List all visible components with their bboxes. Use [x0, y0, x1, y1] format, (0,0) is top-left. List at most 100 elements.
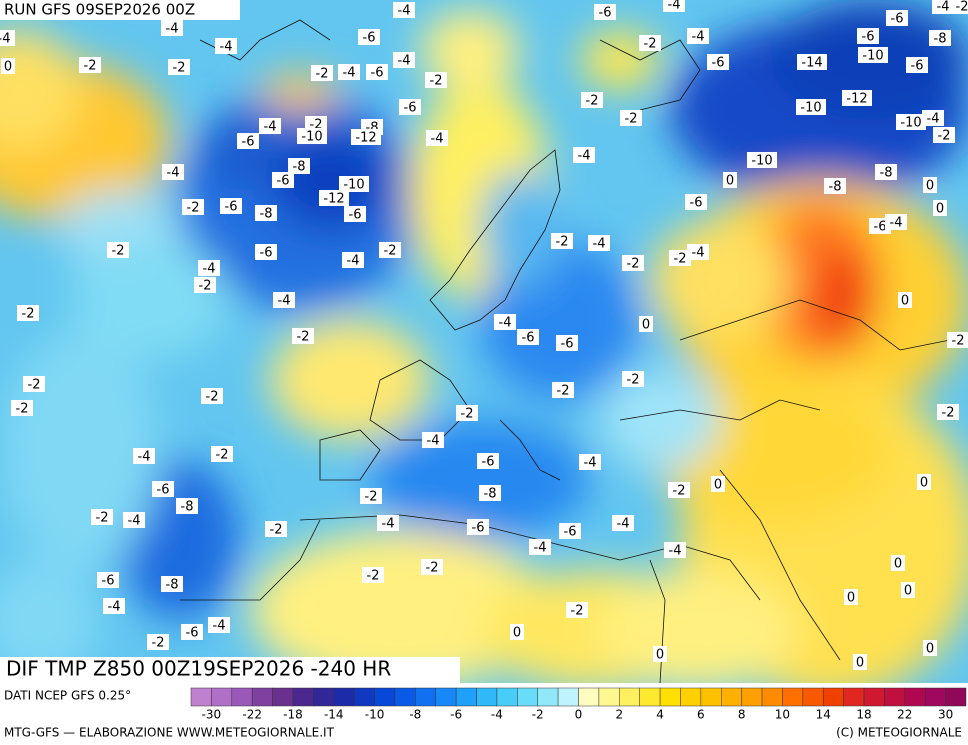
contour-label-box [842, 90, 872, 106]
contour-label: -4 [167, 166, 180, 181]
colorbar: -30 -22 -18 -14 -10 -8 -6 -4 -2 0 2 4 6 8 10 14 18 22 30 [190, 687, 967, 722]
contour-label: -6 [225, 200, 238, 215]
colorbar-label: 0 [575, 708, 583, 722]
contour-label: -8 [293, 160, 306, 175]
contour-label: -4 [264, 120, 277, 135]
contour-label-box [255, 205, 277, 221]
contour-label: -2 [96, 511, 109, 526]
field-blob [0, 560, 100, 680]
contour-label-box [639, 35, 661, 51]
contour-label: -8 [260, 207, 273, 222]
contour-label-box [923, 640, 937, 656]
contour-label-box [639, 316, 653, 332]
contour-label-box [885, 214, 907, 230]
colorbar-swatch [904, 687, 926, 707]
field-blob [70, 240, 230, 360]
colorbar-swatch [353, 687, 375, 707]
contour-label-box [161, 576, 183, 592]
contour-label: -8 [484, 487, 497, 502]
colorbar-label: -10 [365, 708, 385, 722]
colorbar-swatch [313, 687, 335, 707]
contour-label: -6 [522, 331, 535, 346]
contour-label: 0 [936, 202, 944, 217]
field-blob [0, 30, 80, 150]
colorbar-swatch [415, 687, 436, 707]
contour-label-box [552, 382, 574, 398]
contour-label: -4 [343, 66, 356, 81]
contour-label-box [687, 28, 709, 44]
colorbar-swatch [598, 687, 620, 707]
contour-label: -4 [617, 517, 630, 532]
contour-label-box [857, 28, 879, 44]
colorbar-swatch [292, 687, 314, 707]
colorbar-swatch [578, 687, 600, 707]
contour-label: -4 [138, 450, 151, 465]
contour-label: 0 [4, 60, 12, 75]
contour-label: -2 [28, 378, 41, 393]
contour-label: 0 [847, 591, 855, 606]
contour-label-box [947, 332, 968, 348]
contour-label: -4 [593, 237, 606, 252]
data-source: DATI NCEP GFS 0.25° [4, 689, 131, 703]
contour-label: 0 [926, 642, 934, 657]
contour-label-box [351, 129, 381, 145]
colorbar-swatch [374, 687, 396, 707]
colorbar-label: 14 [816, 708, 831, 722]
contour-label: -2 [270, 523, 283, 538]
contour-label: -6 [561, 337, 574, 352]
contour-label-box [824, 178, 846, 194]
contour-label: -4 [382, 517, 395, 532]
colorbar-swatch [476, 687, 498, 707]
colorbar-swatch [945, 687, 967, 707]
temperature-field [0, 0, 968, 683]
colorbar-swatch [211, 687, 233, 707]
contour-label: -6 [564, 525, 577, 540]
contour-label-box [664, 542, 686, 558]
contour-label: -4 [427, 434, 440, 449]
contour-label-box [663, 0, 685, 12]
contour-label-box [342, 252, 364, 268]
contour-label-box [181, 624, 203, 640]
contour-label: -2 [426, 561, 439, 576]
contour-label: -2 [173, 61, 186, 76]
contour-label-box [707, 54, 729, 70]
contour-label: 0 [513, 626, 521, 641]
contour-label: -2 [187, 201, 200, 216]
contour-label: -6 [157, 483, 170, 498]
contour-label-box [393, 2, 415, 18]
colorbar-swatch [619, 687, 640, 707]
contour-label-box [152, 481, 174, 497]
colorbar-swatch [455, 687, 477, 707]
colorbar-swatch [761, 687, 783, 707]
contour-label-box [891, 555, 905, 571]
contour-label-box [622, 371, 644, 387]
contour-label: -2 [586, 94, 599, 109]
contour-label-box [896, 114, 926, 130]
contour-label: 0 [926, 179, 934, 194]
colorbar-swatch [863, 687, 885, 707]
contour-label-box [79, 57, 101, 73]
contour-label-box [797, 54, 827, 70]
colorbar-label: -22 [242, 708, 262, 722]
colorbar-swatch [496, 687, 518, 707]
contour-label-box [338, 64, 360, 80]
contour-label: -6 [874, 220, 887, 235]
contour-label: -10 [301, 130, 322, 145]
contour-label: -2 [384, 244, 397, 259]
colorbar-label: 4 [656, 708, 664, 722]
contour-label: -2 [627, 257, 640, 272]
colorbar-swatch [843, 687, 865, 707]
contour-label-box [886, 10, 908, 26]
contour-label: -6 [690, 196, 703, 211]
contour-label: -6 [363, 31, 376, 46]
colorbar-swatch [394, 687, 416, 707]
contour-label-box [344, 206, 366, 222]
contour-label: -2 [112, 244, 125, 259]
contour-label: -4 [668, 0, 681, 13]
contour-label: -4 [431, 132, 444, 147]
contour-label-box [933, 127, 955, 143]
contour-label-box [747, 152, 777, 168]
contour-label-box [923, 177, 937, 193]
contour-label: -8 [166, 578, 179, 593]
contour-label-box [566, 602, 588, 618]
